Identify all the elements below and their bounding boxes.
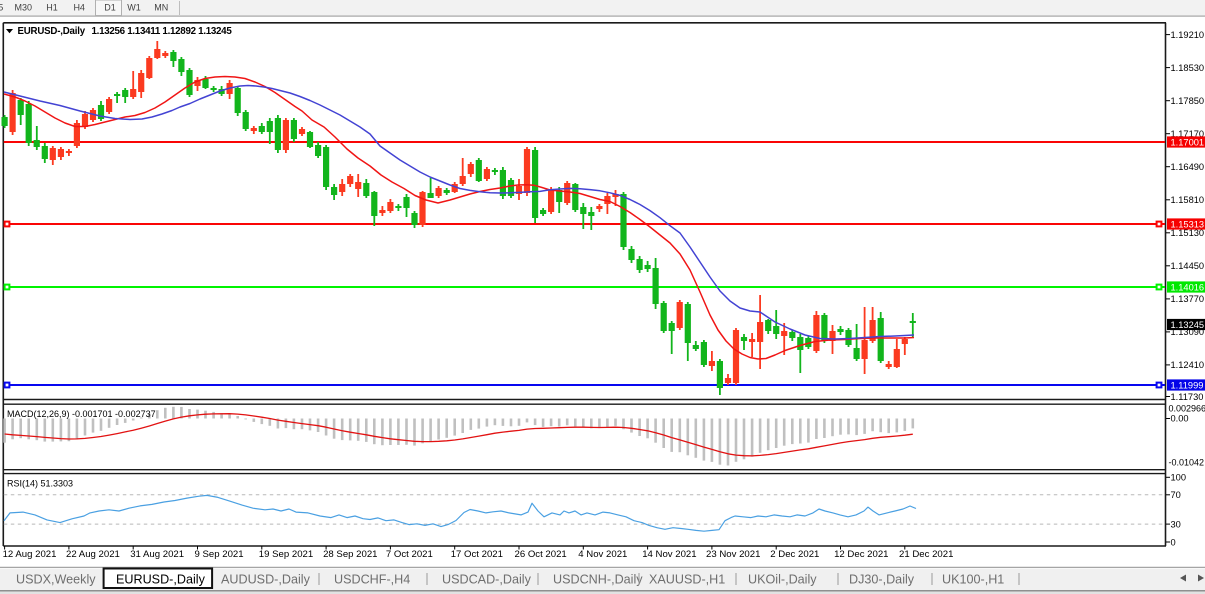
svg-text:1.17170: 1.17170 <box>1171 129 1205 139</box>
svg-text:1.11999: 1.11999 <box>1171 380 1204 390</box>
svg-text:100: 100 <box>1171 473 1187 483</box>
svg-text:EURUSD-,Daily: EURUSD-,Daily <box>18 26 86 37</box>
svg-text:1.11730: 1.11730 <box>1171 392 1204 402</box>
svg-text:30: 30 <box>1171 519 1181 529</box>
svg-text:1.14450: 1.14450 <box>1171 261 1205 271</box>
svg-text:70: 70 <box>1171 490 1181 500</box>
svg-text:-0.01042: -0.01042 <box>1169 457 1205 467</box>
svg-text:1.16490: 1.16490 <box>1171 162 1205 172</box>
svg-text:12 Dec 2021: 12 Dec 2021 <box>834 549 888 560</box>
svg-text:2 Dec 2021: 2 Dec 2021 <box>770 549 819 560</box>
svg-text:1.18530: 1.18530 <box>1171 63 1205 73</box>
svg-text:28 Sep 2021: 28 Sep 2021 <box>323 549 377 560</box>
svg-text:4 Nov 2021: 4 Nov 2021 <box>578 549 627 560</box>
svg-text:1.17001: 1.17001 <box>1171 137 1205 147</box>
svg-text:19 Sep 2021: 19 Sep 2021 <box>259 549 313 560</box>
svg-text:1.13090: 1.13090 <box>1171 327 1205 337</box>
svg-text:USDX,Weekly: USDX,Weekly <box>16 573 96 587</box>
svg-text:UKOil-,Daily: UKOil-,Daily <box>748 573 817 587</box>
svg-text:1.17850: 1.17850 <box>1171 96 1205 106</box>
svg-text:31 Aug 2021: 31 Aug 2021 <box>130 549 184 560</box>
svg-text:AUDUSD-,Daily: AUDUSD-,Daily <box>221 573 311 587</box>
svg-text:0.00: 0.00 <box>1171 414 1189 424</box>
svg-text:1.14016: 1.14016 <box>1171 282 1205 292</box>
svg-text:M30: M30 <box>15 2 33 12</box>
svg-text:MACD(12,26,9) -0.001701 -0.002: MACD(12,26,9) -0.001701 -0.002737 <box>7 409 156 419</box>
svg-text:H1: H1 <box>46 2 58 12</box>
svg-text:1.15130: 1.15130 <box>1171 228 1205 238</box>
svg-text:14 Nov 2021: 14 Nov 2021 <box>642 549 696 560</box>
svg-text:22 Aug 2021: 22 Aug 2021 <box>66 549 120 560</box>
svg-text:D1: D1 <box>104 2 116 12</box>
svg-text:1.19210: 1.19210 <box>1171 30 1205 40</box>
svg-text:17 Oct 2021: 17 Oct 2021 <box>451 549 503 560</box>
svg-text:1.15810: 1.15810 <box>1171 195 1205 205</box>
svg-text:7 Oct 2021: 7 Oct 2021 <box>386 549 433 560</box>
svg-text:5: 5 <box>0 2 3 12</box>
svg-text:21 Dec 2021: 21 Dec 2021 <box>899 549 953 560</box>
svg-text:DJ30-,Daily: DJ30-,Daily <box>849 573 915 587</box>
svg-text:23 Nov 2021: 23 Nov 2021 <box>706 549 760 560</box>
svg-text:1.13245: 1.13245 <box>1171 320 1205 330</box>
svg-text:UK100-,H1: UK100-,H1 <box>942 573 1004 587</box>
svg-text:12 Aug 2021: 12 Aug 2021 <box>3 549 57 560</box>
svg-text:XAUUSD-,H1: XAUUSD-,H1 <box>649 573 725 587</box>
svg-text:9 Sep 2021: 9 Sep 2021 <box>195 549 244 560</box>
svg-text:0.002966: 0.002966 <box>1169 404 1205 414</box>
svg-text:1.15313: 1.15313 <box>1171 219 1205 229</box>
svg-text:USDCHF-,H4: USDCHF-,H4 <box>334 573 410 587</box>
svg-text:EURUSD-,Daily: EURUSD-,Daily <box>116 573 206 587</box>
svg-text:USDCAD-,Daily: USDCAD-,Daily <box>442 573 532 587</box>
svg-text:1.13256 1.13411 1.12892 1.1324: 1.13256 1.13411 1.12892 1.13245 <box>92 26 233 37</box>
svg-text:RSI(14) 51.3303: RSI(14) 51.3303 <box>7 479 73 489</box>
svg-text:W1: W1 <box>127 2 141 12</box>
svg-text:H4: H4 <box>73 2 85 12</box>
svg-text:1.12410: 1.12410 <box>1171 360 1205 370</box>
svg-text:USDCNH-,Daily: USDCNH-,Daily <box>553 573 643 587</box>
svg-text:1.13770: 1.13770 <box>1171 294 1205 304</box>
svg-text:0: 0 <box>1171 537 1176 547</box>
svg-text:26 Oct 2021: 26 Oct 2021 <box>515 549 567 560</box>
svg-text:MN: MN <box>154 2 168 12</box>
